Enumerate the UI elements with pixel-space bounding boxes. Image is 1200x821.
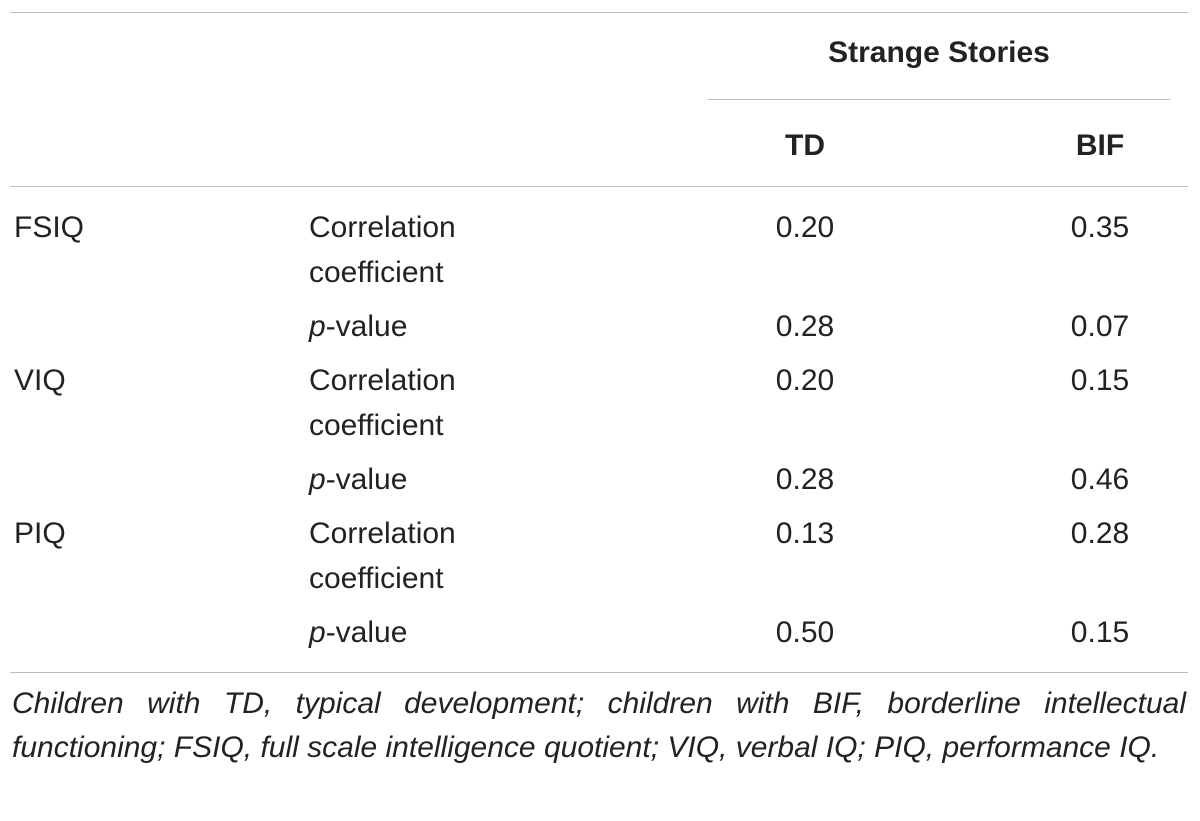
row-measure-piq: PIQ: [14, 517, 66, 550]
cell-td-value: 0.28: [775, 463, 835, 496]
cell-td-value: 0.50: [775, 616, 835, 649]
p-rest: -value: [325, 463, 408, 496]
cell-td-value: 0.20: [775, 364, 835, 397]
row-measure-viq: VIQ: [14, 364, 66, 397]
row-stat-label-cont: coefficient: [309, 256, 444, 289]
p-italic: p: [309, 310, 326, 343]
p-rest: -value: [325, 616, 408, 649]
table-footnote: Children with TD, typical development; c…: [12, 687, 1186, 764]
column-header-bif: BIF: [1075, 129, 1125, 162]
group-header-underline: [708, 99, 1170, 100]
table-bottom-rule: [10, 672, 1188, 673]
column-header-td: TD: [785, 129, 825, 162]
cell-td-value: 0.20: [775, 211, 835, 244]
row-stat-label: p-value: [309, 457, 407, 502]
cell-bif-value: 0.15: [1070, 364, 1130, 397]
row-stat-label: p-value: [309, 610, 407, 655]
header-bottom-rule: [10, 186, 1188, 187]
row-stat-label-cont: coefficient: [309, 409, 444, 442]
cell-bif-value: 0.35: [1070, 211, 1130, 244]
row-stat-label-cont: coefficient: [309, 562, 444, 595]
row-measure-fsiq: FSIQ: [14, 211, 85, 244]
cell-td-value: 0.13: [775, 517, 835, 550]
p-rest: -value: [325, 310, 408, 343]
row-stat-label: p-value: [309, 304, 407, 349]
cell-bif-value: 0.46: [1070, 463, 1130, 496]
p-italic: p: [309, 616, 326, 649]
row-stat-label: Correlation: [309, 364, 456, 397]
top-rule: [10, 12, 1188, 13]
cell-bif-value: 0.07: [1070, 310, 1130, 343]
p-italic: p: [309, 463, 326, 496]
row-stat-label: Correlation: [309, 517, 456, 550]
group-header-strange-stories: Strange Stories: [828, 36, 1050, 69]
row-stat-label: Correlation: [309, 211, 456, 244]
cell-td-value: 0.28: [775, 310, 835, 343]
cell-bif-value: 0.15: [1070, 616, 1130, 649]
cell-bif-value: 0.28: [1070, 517, 1130, 550]
